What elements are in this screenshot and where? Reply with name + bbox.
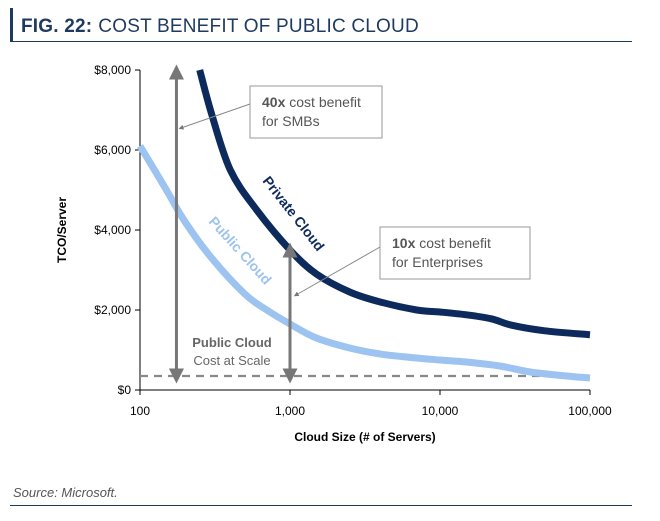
source-note: Source: Microsoft. [13,485,118,500]
callout-line-1: 40x cost benefit [262,94,361,110]
callout-pointer [293,246,381,297]
axes: $0 $2,000 $4,000 $6,000 $8,000 100 1,000 10,000… [94,63,612,418]
y-tick-label: $2,000 [94,303,131,317]
callout-multiplier: 10x [392,235,416,251]
callout-multiplier: 40x [262,94,286,110]
annotations-group: 40x cost benefit for SMBs 10x cost benefit… [168,64,531,384]
x-axis-label: Cloud Size (# of Servers) [294,430,435,444]
reference-line-group: Public Cloud Cost at Scale [140,335,590,378]
reference-label-text: Cost at Scale [193,353,270,368]
figure-number: FIG. 22: [21,16,93,37]
callout-line-2: for Enterprises [392,254,483,270]
figure-header: FIG. 22: COST BENEFIT OF PUBLIC CLOUD [10,8,632,42]
callout-line-2: for SMBs [262,113,320,129]
callout-text: cost benefit [415,235,491,251]
y-tick-label: $0 [118,383,132,397]
callout-line-1: 10x cost benefit [392,235,491,251]
x-tick-label: 100,000 [568,404,612,418]
callout-text: cost benefit [285,94,361,110]
callout-box [249,85,383,139]
x-tick-label: 10,000 [422,404,459,418]
callout-pointer [178,103,251,130]
chart: $0 $2,000 $4,000 $6,000 $8,000 100 1,000 10,000… [55,63,612,444]
y-tick-label: $6,000 [94,143,131,157]
private-cloud-line [196,69,591,339]
y-tick-label: $4,000 [94,223,131,237]
y-axis-label: TCO/Server [55,197,69,263]
x-tick-label: 1,000 [275,404,305,418]
reference-label-bold: Public Cloud [192,335,272,350]
y-tick-label: $8,000 [94,63,131,77]
public-cloud-line [137,144,591,382]
callout-box [379,226,531,280]
source-divider [10,505,632,506]
figure-title-text: COST BENEFIT OF PUBLIC CLOUD [98,16,419,37]
figure-title: FIG. 22: COST BENEFIT OF PUBLIC CLOUD [21,16,419,38]
private-cloud-series-label: Private Cloud [260,173,328,254]
x-tick-label: 100 [130,404,150,418]
